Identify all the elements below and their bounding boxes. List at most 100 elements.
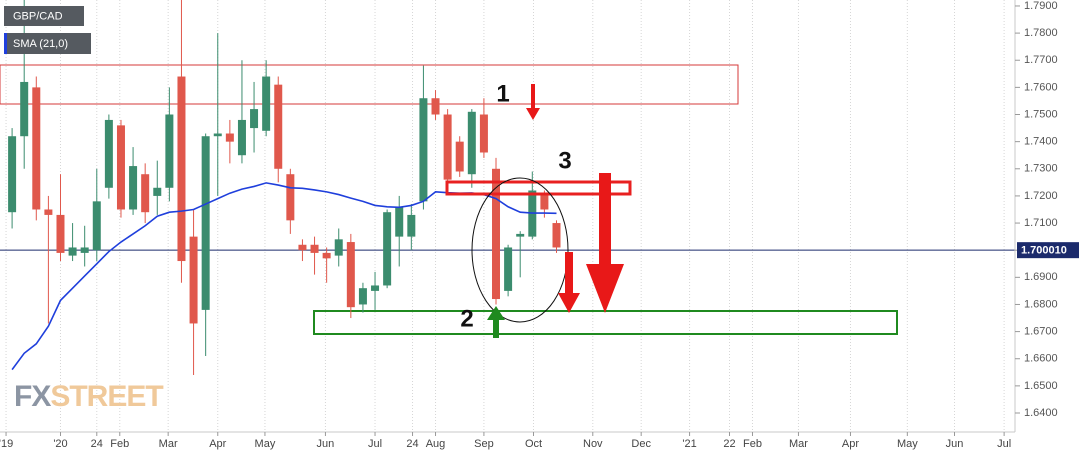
candle-body [298,244,307,251]
y-tick-label: 1.7500 [1024,108,1058,120]
watermark: FXSTREET [14,380,163,413]
y-tick-label: 1.7300 [1024,163,1058,175]
candle-body [443,114,452,180]
candle-body [177,76,186,262]
y-tick-label: 1.7100 [1024,217,1058,229]
legend-entry: SMA (21,0) [13,38,68,50]
y-tick-label: 1.7200 [1024,190,1058,202]
candle-body [419,98,428,202]
arrow-large [586,173,624,313]
candle-body [68,247,77,256]
x-tick-label: Sep [474,438,494,450]
arrow-small [526,84,540,120]
x-tick-label: Jul [368,438,382,450]
x-tick-label: May [897,438,918,450]
x-tick-label: Feb [110,438,129,450]
y-tick-label: 1.6700 [1024,326,1058,338]
candle-body [20,81,29,137]
candle-body [56,214,65,253]
watermark-fx: FX [14,380,51,413]
axis-labels: 1.6400 1.6500 1.6600 1.6700 1.6800 1.6900 1.70… [0,0,1079,450]
candle-body [80,247,89,253]
candle-body [407,214,416,237]
watermark-street: STREET [50,380,163,413]
candle-body [250,109,259,129]
candle-body [129,166,138,210]
highlight-ellipse [471,177,569,323]
legend-swatch [4,33,7,54]
y-tick-label: 1.7600 [1024,81,1058,93]
candle-body [467,111,476,175]
arrow-up [487,306,505,338]
annotation: 3 [558,147,571,174]
x-tick-label: Feb [743,438,762,450]
candle-body [201,136,210,310]
x-tick-label: Mar [159,438,178,450]
candle-body [92,201,101,251]
candle-body [455,141,464,172]
candle-body [504,247,513,291]
x-tick-label: May [255,438,276,450]
candle-body [32,87,41,210]
resistance-line-box [445,180,632,196]
arrows [526,84,624,313]
candle-body [383,212,392,286]
candle-body [371,285,380,291]
x-tick-label: '21 [682,438,696,450]
candle-body [104,119,113,188]
annotation: 1 [496,80,509,107]
x-tick-label: '19 [0,438,13,450]
x-tick-label: '20 [53,438,67,450]
candle-body [540,193,549,210]
candle-body [274,84,283,169]
candle-body [358,288,367,305]
arrow-medium [558,252,580,313]
x-tick-label: Apr [842,438,859,450]
price-label: 1.700010 [1021,245,1067,257]
candle-body [225,133,234,142]
y-tick-label: 1.6900 [1024,271,1058,283]
legend-box [4,6,84,26]
candle-body [346,242,355,308]
y-tick-label: 1.6600 [1024,353,1058,365]
y-tick-label: 1.7700 [1024,54,1058,66]
y-tick-label: 1.6500 [1024,380,1058,392]
x-tick-label: 22 [723,438,735,450]
candle-body [334,239,343,256]
annotation: 2 [460,305,473,332]
candle-body [310,244,319,253]
x-tick-label: Jul [997,438,1011,450]
candle-body [286,174,295,221]
candle-body [395,206,404,237]
price-label-box [1017,242,1079,259]
candle-body [8,136,17,213]
x-tick-label: Dec [631,438,651,450]
x-tick-label: 24 [406,438,418,450]
candle-body [237,119,246,156]
candle-body [431,98,440,115]
y-tick-label: 1.7800 [1024,27,1058,39]
plot-area [0,0,1015,376]
candle-body [262,76,271,131]
candle-body [322,252,331,259]
x-tick-label: 24 [91,438,103,450]
candle-body [479,114,488,153]
x-tick-label: Nov [583,438,603,450]
candle-body [189,236,198,324]
candle-body [116,125,125,210]
y-tick-label: 1.7400 [1024,136,1058,148]
x-tick-label: Jun [946,438,964,450]
x-tick-label: Jun [317,438,335,450]
candle-body [141,174,150,213]
candle-body [153,187,162,196]
y-tick-label: 1.6800 [1024,298,1058,310]
candle-body [492,168,501,300]
candle-body [552,223,561,248]
x-tick-label: Mar [789,438,808,450]
y-tick-label: 1.7900 [1024,0,1058,12]
candle-body [44,209,53,215]
legend-box [4,33,91,54]
candle-body [213,133,222,137]
